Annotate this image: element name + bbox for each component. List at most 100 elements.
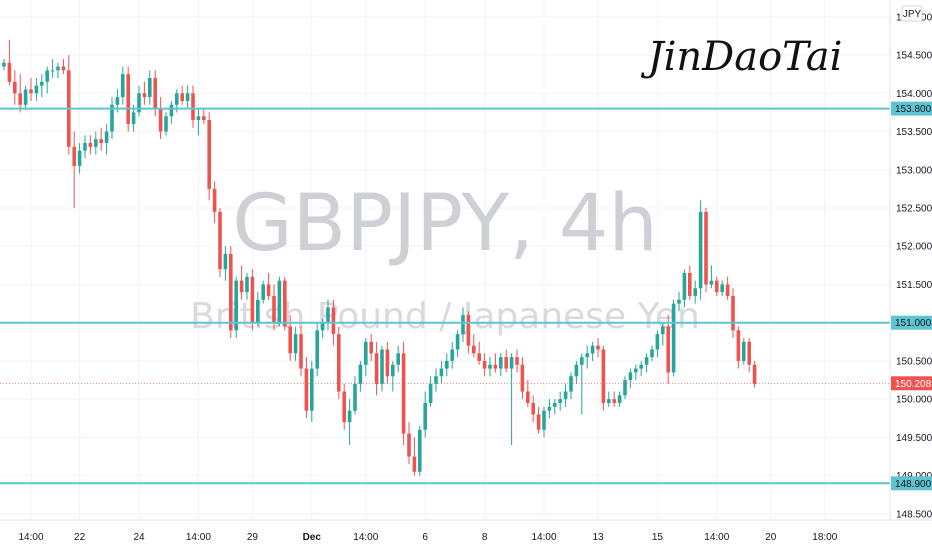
candle-up bbox=[569, 372, 573, 400]
candle-body bbox=[434, 376, 438, 384]
horizontal-levels[interactable] bbox=[0, 107, 890, 485]
candle-body bbox=[299, 334, 303, 369]
candle-down bbox=[126, 66, 130, 132]
candle-body bbox=[688, 273, 692, 296]
candle-up bbox=[347, 399, 352, 446]
candle-body bbox=[752, 364, 757, 384]
candle-body bbox=[229, 253, 233, 331]
candle-down bbox=[688, 265, 692, 300]
candle-up bbox=[164, 112, 168, 136]
candle-body bbox=[412, 456, 417, 472]
candle-body bbox=[612, 399, 616, 403]
time-tick-label: 14:00 bbox=[704, 532, 729, 543]
candle-up bbox=[455, 330, 460, 358]
time-tick-label: 20 bbox=[765, 532, 777, 543]
candle-body bbox=[288, 326, 292, 354]
candle-body bbox=[337, 334, 341, 392]
candle-up bbox=[671, 299, 676, 377]
candle-up bbox=[293, 326, 298, 361]
candle-up bbox=[234, 276, 238, 338]
candle-down bbox=[493, 353, 498, 373]
level-price-badge bbox=[891, 101, 932, 116]
candle-down bbox=[531, 395, 535, 423]
candle-down bbox=[369, 334, 373, 361]
time-tick-label: 13 bbox=[592, 532, 604, 543]
candle-body bbox=[455, 334, 460, 350]
candle-body bbox=[747, 341, 751, 365]
candle-body bbox=[499, 357, 503, 369]
candle-down bbox=[725, 276, 730, 300]
candle-body bbox=[175, 93, 179, 105]
price-tick-label: 153.500 bbox=[896, 127, 932, 138]
candle-body bbox=[115, 97, 120, 105]
candle-up bbox=[261, 280, 265, 304]
candle-down bbox=[266, 273, 271, 300]
candle-body bbox=[396, 353, 400, 365]
candle-body bbox=[121, 74, 125, 98]
candle-down bbox=[88, 135, 93, 155]
candle-body bbox=[180, 93, 184, 101]
candle-body bbox=[607, 399, 611, 403]
candle-body bbox=[385, 349, 390, 377]
candle-body bbox=[569, 376, 573, 392]
currency-badge[interactable] bbox=[901, 5, 923, 22]
candle-down bbox=[299, 326, 303, 377]
candle-body bbox=[374, 353, 379, 384]
candle-body bbox=[342, 391, 346, 423]
candle-body bbox=[634, 368, 638, 373]
candle-down bbox=[18, 74, 22, 113]
candle-body bbox=[515, 357, 519, 365]
candle-body bbox=[617, 395, 622, 403]
candle-body bbox=[45, 70, 49, 82]
candle-body bbox=[126, 74, 130, 124]
candle-up bbox=[353, 376, 357, 415]
candle-up bbox=[693, 280, 697, 304]
candle-body bbox=[666, 326, 670, 373]
candle-body bbox=[628, 372, 633, 381]
candle-up bbox=[391, 360, 395, 392]
time-axis[interactable]: 14:00 22 24 14:00 29 Dec 14:00 6 8 14:00 13 15 14:00… bbox=[0, 519, 932, 550]
candle-body bbox=[725, 284, 730, 296]
candle-up bbox=[148, 70, 152, 105]
time-tick-label: 22 bbox=[74, 532, 86, 543]
price-axis-background bbox=[890, 0, 932, 550]
candle-body bbox=[110, 104, 114, 132]
price-axis[interactable]: 155.000154.500154.000153.500153.000152.5… bbox=[889, 0, 932, 550]
candle-up bbox=[509, 353, 514, 446]
candle-body bbox=[272, 295, 276, 323]
candle-body bbox=[488, 364, 492, 369]
candle-up bbox=[223, 246, 228, 281]
candle-up bbox=[607, 391, 611, 407]
candle-body bbox=[655, 334, 660, 350]
candle-up bbox=[45, 66, 49, 94]
candle-down bbox=[61, 58, 66, 75]
watermark-symbol: GBPJPY, 4h bbox=[232, 179, 658, 269]
candle-down bbox=[601, 345, 606, 411]
candle-up bbox=[56, 62, 60, 78]
price-tick-label: 150.500 bbox=[896, 356, 932, 367]
candle-down bbox=[191, 85, 195, 128]
candle-body bbox=[450, 349, 454, 361]
candle-body bbox=[293, 334, 298, 354]
candle-body bbox=[40, 81, 44, 86]
candle-up bbox=[185, 85, 190, 109]
candle-body bbox=[250, 276, 255, 323]
candle-down bbox=[752, 360, 757, 388]
candle-body bbox=[23, 89, 28, 105]
candle-up bbox=[310, 360, 314, 423]
level-price-badge bbox=[891, 476, 932, 491]
candle-down bbox=[250, 269, 255, 331]
candle-down bbox=[13, 70, 17, 105]
candle-up bbox=[137, 85, 141, 117]
candle-body bbox=[547, 406, 552, 411]
candle-up bbox=[661, 322, 665, 346]
candle-body bbox=[536, 414, 541, 430]
candle-up bbox=[169, 100, 174, 124]
candle-body bbox=[482, 360, 487, 369]
candle-body bbox=[428, 383, 433, 403]
watermark-description: British Pound / Japanese Yen bbox=[190, 296, 700, 337]
candle-down bbox=[504, 349, 508, 373]
candle-body bbox=[731, 295, 735, 331]
candle-up bbox=[94, 131, 98, 155]
